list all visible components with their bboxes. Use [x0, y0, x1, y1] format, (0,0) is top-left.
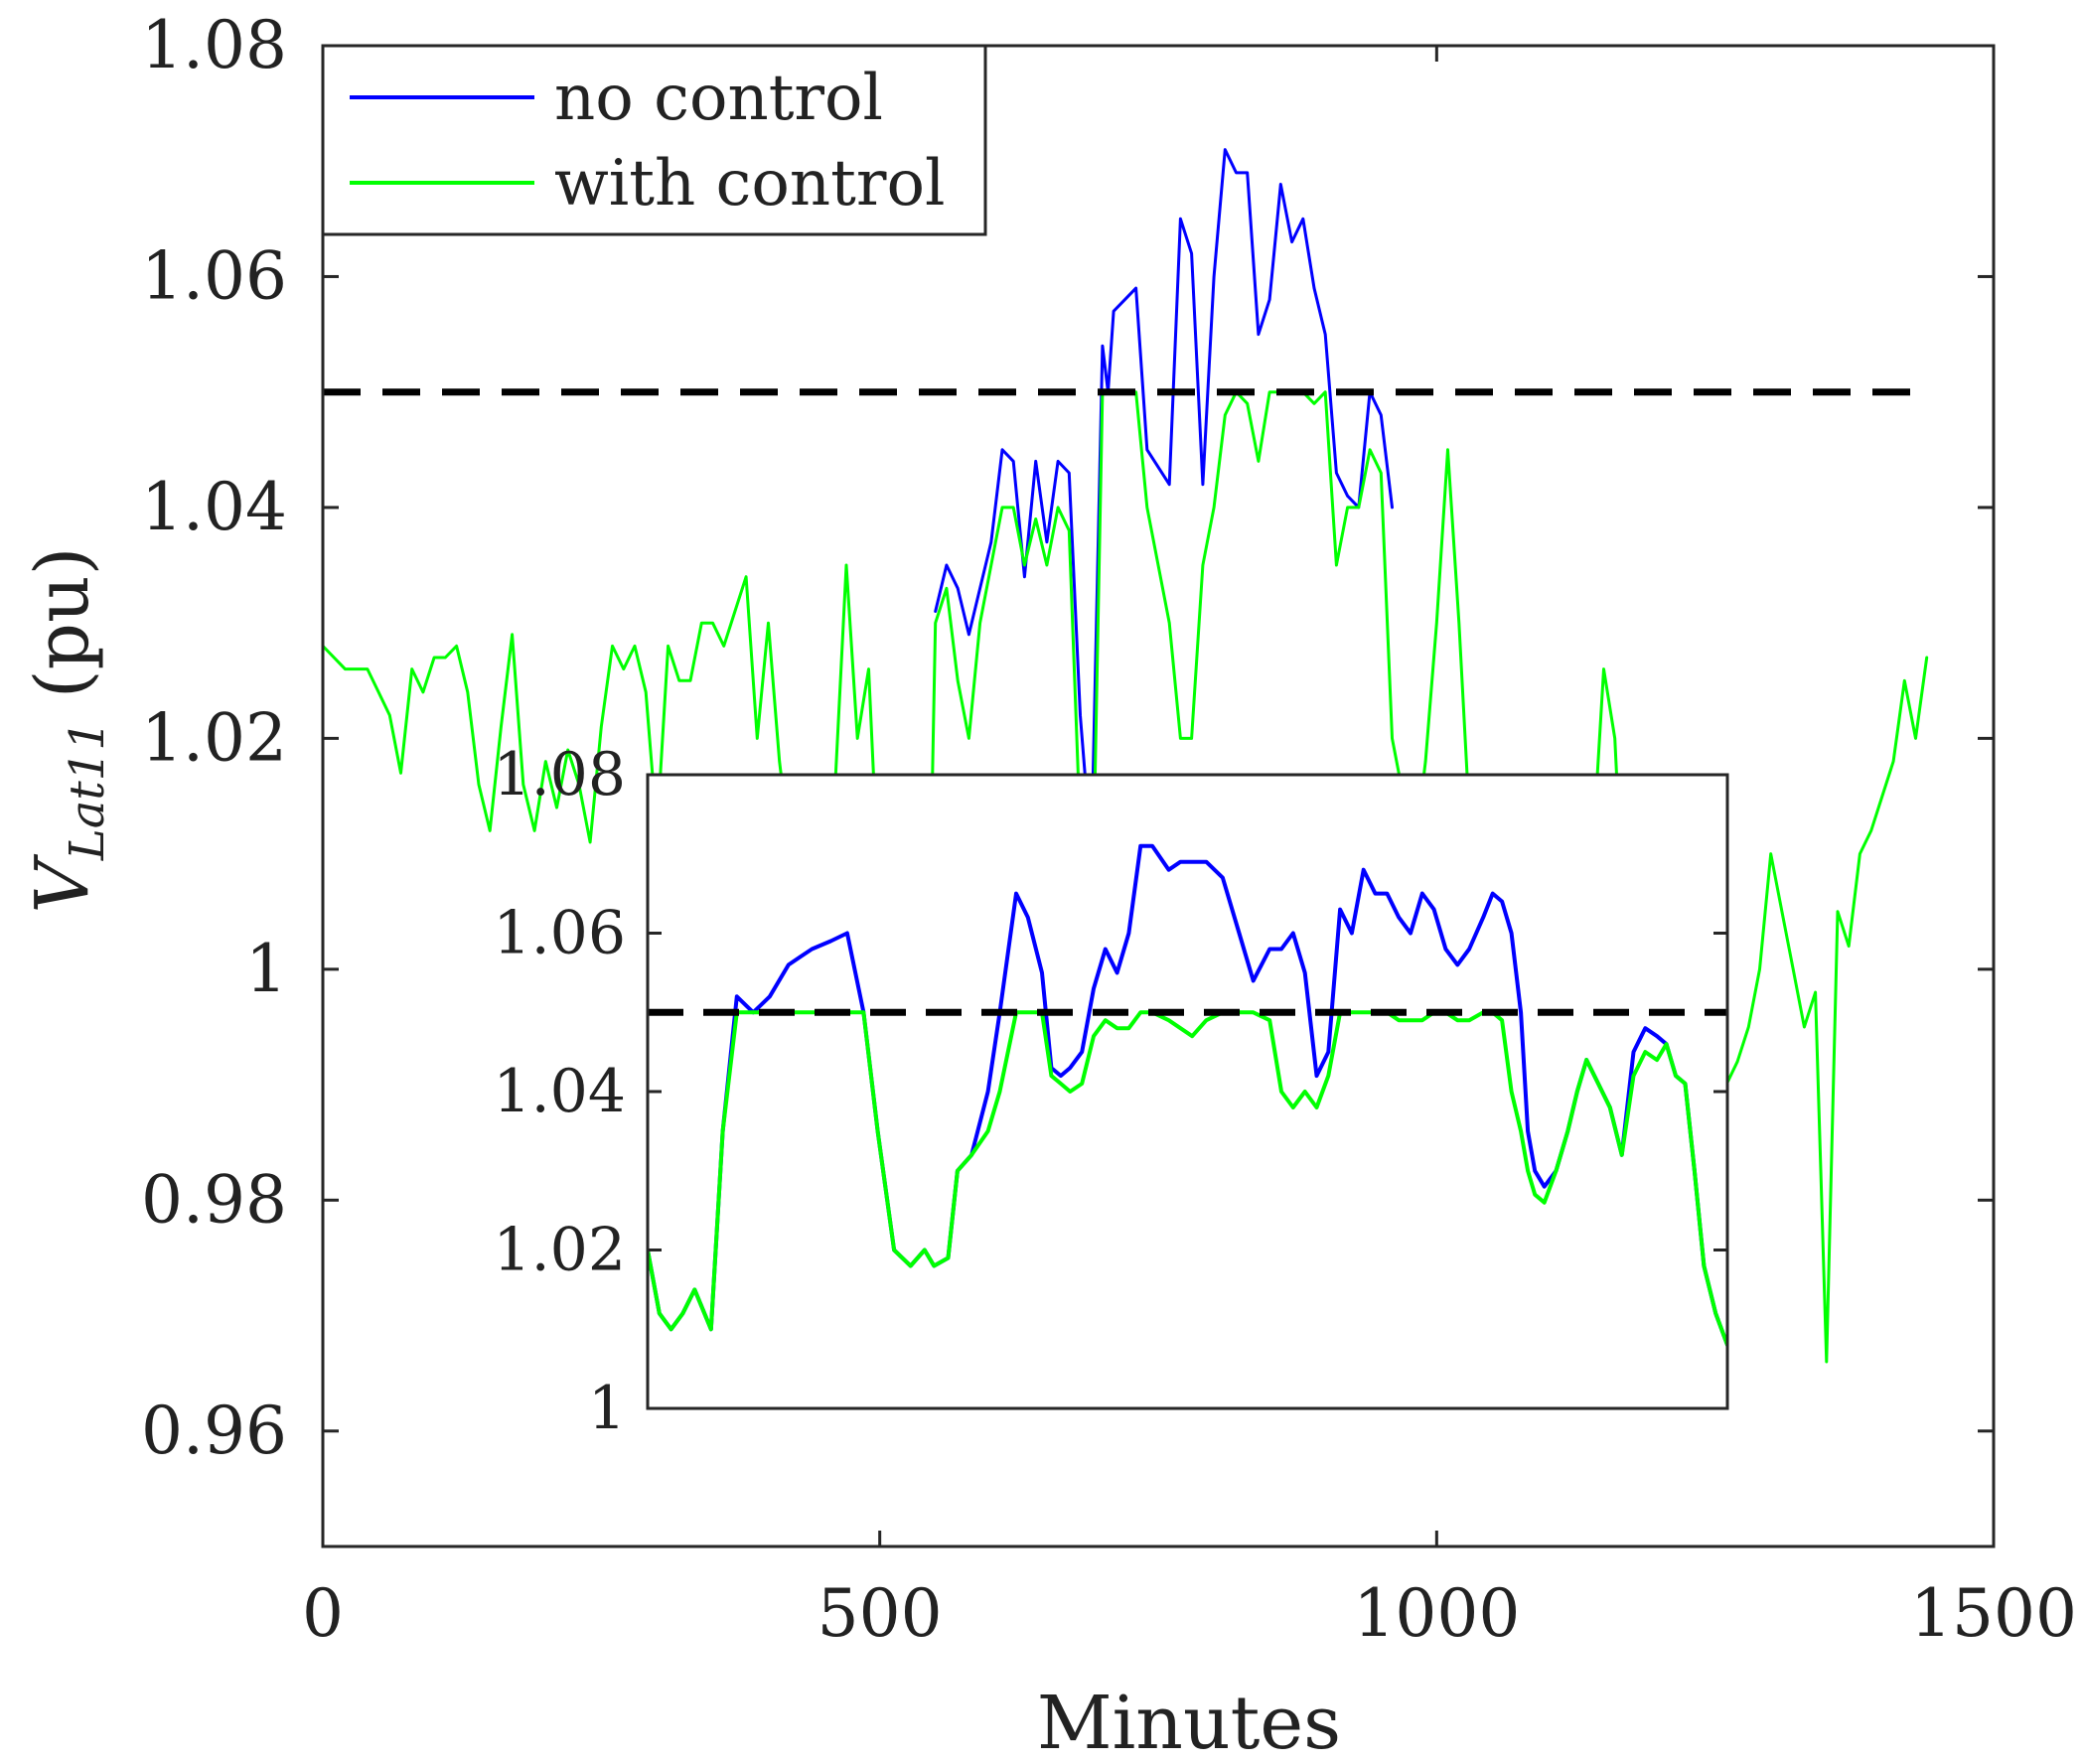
main-y-tick-label: 0.96 [141, 1393, 287, 1469]
main-y-tick-label: 1.02 [141, 699, 287, 776]
y-axis-symbol: V [20, 854, 105, 914]
main-y-axis-title-group: VLat11 (pu) [20, 546, 115, 913]
main-x-axis-title-group: Minutes [1037, 1681, 1341, 1764]
main-x-axis-title: Minutes [1037, 1681, 1341, 1764]
main-x-tick-label: 1500 [1910, 1575, 2077, 1652]
inset-ticks: 1 1.02 1.04 1.06 1.08 [493, 740, 1727, 1443]
main-x-tick-label: 0 [302, 1575, 344, 1652]
legend: no control with control [321, 44, 987, 236]
inset-y-tick-label: 1.02 [493, 1216, 626, 1285]
main-x-tick-label: 500 [818, 1575, 943, 1652]
inset-y-tick-label: 1.04 [493, 1057, 626, 1126]
main-x-tick-label: 1000 [1353, 1575, 1520, 1652]
main-y-axis-title: VLat11 (pu) [20, 546, 115, 913]
inset-plot-area [648, 775, 1727, 1408]
main-y-tick-label: 1.04 [141, 469, 287, 545]
main-ticks: 0.96 0.98 1 1.02 1.04 1.06 1.08 0 500 1000 1500 [141, 7, 2077, 1652]
main-series-no-control [934, 148, 1394, 856]
inset-plot: 1 1.02 1.04 1.06 1.08 [493, 740, 1729, 1443]
y-axis-subscript: Lat11 [60, 720, 115, 861]
inset-y-tick-label: 1 [588, 1374, 626, 1443]
main-y-tick-label: 1.08 [141, 7, 287, 83]
inset-y-tick-label: 1.08 [493, 740, 626, 809]
legend-label-with-control: with control [554, 147, 945, 220]
y-axis-unit: (pu) [20, 546, 105, 698]
inset-y-tick-label: 1.06 [493, 899, 626, 968]
main-y-tick-label: 1 [245, 931, 287, 1007]
main-y-tick-label: 0.98 [141, 1161, 287, 1238]
inset-axes-box [646, 773, 1729, 1410]
legend-label-no-control: no control [554, 62, 883, 135]
legend-box [321, 44, 987, 236]
main-axes-box [321, 44, 1996, 1548]
main-y-tick-label: 1.06 [141, 237, 287, 314]
